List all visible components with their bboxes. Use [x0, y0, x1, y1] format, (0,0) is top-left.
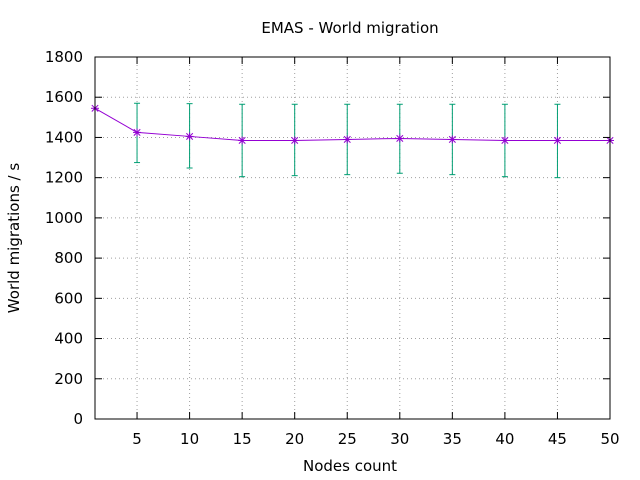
data-point: [448, 135, 457, 144]
y-axis-label: World migrations / s: [5, 163, 23, 314]
y-tick-label: 1800: [45, 48, 83, 66]
x-axis-label: Nodes count: [303, 457, 397, 475]
data-point: [185, 132, 194, 141]
y-tick-label: 1200: [45, 169, 83, 187]
data-point: [395, 134, 404, 143]
y-tick-label: 0: [73, 410, 83, 428]
y-tick-label: 200: [54, 370, 83, 388]
x-tick-label: 45: [548, 430, 567, 448]
y-tick-label: 800: [54, 249, 83, 267]
axes: [94, 56, 611, 420]
y-tick-label: 1600: [45, 88, 83, 106]
plot-border: [94, 56, 611, 420]
data-point: [290, 136, 299, 145]
x-tick-label: 40: [495, 430, 514, 448]
chart-title: EMAS - World migration: [261, 19, 438, 37]
x-tick-label: 30: [390, 430, 409, 448]
y-tick-label: 1400: [45, 128, 83, 146]
tick-labels: 0 200 400 600 800 1000 1200 1400 1600 1800 5 10 15 20…: [45, 48, 620, 448]
y-tick-label: 1000: [45, 209, 83, 227]
data-point: [343, 135, 352, 144]
data-point: [500, 136, 509, 145]
y-tick-label: 400: [54, 330, 83, 348]
x-tick-label: 20: [285, 430, 304, 448]
data-point: [553, 136, 562, 145]
x-tick-label: 25: [338, 430, 357, 448]
x-tick-label: 15: [233, 430, 252, 448]
x-tick-label: 5: [132, 430, 142, 448]
data-point: [238, 136, 247, 145]
x-tick-label: 10: [180, 430, 199, 448]
x-tick-label: 50: [600, 430, 619, 448]
y-tick-label: 600: [54, 289, 83, 307]
data-point: [133, 128, 142, 137]
x-tick-label: 35: [443, 430, 462, 448]
